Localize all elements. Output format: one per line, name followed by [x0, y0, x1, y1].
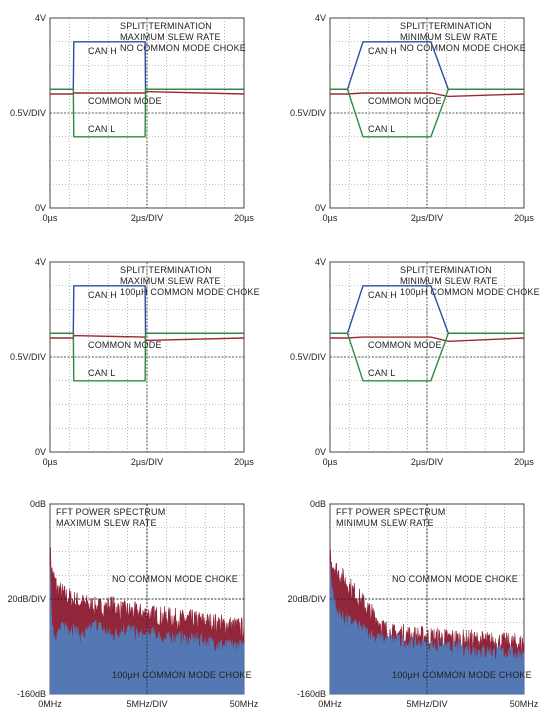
y-top-label: 4V — [315, 13, 326, 23]
x-scale-label: 5MHz/DIV — [126, 699, 167, 709]
can-h-label: CAN H — [368, 46, 397, 56]
can-l-label: CAN L — [368, 124, 396, 134]
x-right-label: 20µs — [514, 457, 534, 467]
common-mode-label: COMMON MODE — [88, 340, 162, 350]
common-mode-label: COMMON MODE — [368, 340, 442, 350]
x-left-label: 0µs — [43, 457, 58, 467]
can-h-label: CAN H — [88, 290, 117, 300]
chart-title-line: MINIMUM SLEW RATE — [336, 518, 434, 528]
y-bottom-label: 0V — [35, 203, 46, 213]
y-bottom-label: 0V — [315, 203, 326, 213]
x-left-label: 0MHz — [38, 699, 62, 709]
series-line-common-mode — [330, 92, 525, 98]
chart-title-line: FFT POWER SPECTRUM — [336, 507, 445, 517]
chart-title-line: MINIMUM SLEW RATE — [400, 276, 498, 286]
common-mode-label: COMMON MODE — [368, 96, 442, 106]
chart-title-line: MAXIMUM SLEW RATE — [120, 276, 221, 286]
with-choke-label: 100µH COMMON MODE CHOKE — [392, 670, 532, 680]
y-scale-label: 0.5V/DIV — [290, 108, 326, 118]
can-l-label: CAN L — [88, 368, 116, 378]
x-left-label: 0MHz — [318, 699, 342, 709]
spectrum-with-choke — [329, 563, 525, 695]
chart-title-line: SPLIT TERMINATION — [120, 265, 212, 275]
x-scale-label: 2µs/DIV — [411, 213, 443, 223]
y-top-label: 4V — [35, 13, 46, 23]
y-scale-label: 0.5V/DIV — [290, 352, 326, 362]
y-bottom-label: 0V — [315, 447, 326, 457]
series-line-can-l — [50, 332, 244, 382]
chart-title-line: SPLIT TERMINATION — [400, 265, 492, 275]
chart-title-line: MAXIMUM SLEW RATE — [56, 518, 157, 528]
y-top-label: 0dB — [310, 499, 326, 509]
y-scale-label: 0.5V/DIV — [10, 108, 46, 118]
x-scale-label: 5MHz/DIV — [406, 699, 447, 709]
series-line-common-mode — [330, 336, 525, 343]
series-line-common-mode — [50, 90, 245, 95]
chart-title-line: 100µH COMMON MODE CHOKE — [120, 287, 260, 297]
can-l-label: CAN L — [88, 124, 116, 134]
chart-title-line: NO COMMON MODE CHOKE — [120, 43, 246, 53]
can-h-label: CAN H — [88, 46, 117, 56]
x-right-label: 20µs — [234, 457, 254, 467]
x-right-label: 50MHz — [510, 699, 539, 709]
y-bottom-label: 0V — [35, 447, 46, 457]
chart-title-line: SPLIT TERMINATION — [120, 21, 212, 31]
y-top-label: 0dB — [30, 499, 46, 509]
x-left-label: 0µs — [43, 213, 58, 223]
chart-title-line: NO COMMON MODE CHOKE — [400, 43, 526, 53]
common-mode-label: COMMON MODE — [88, 96, 162, 106]
x-scale-label: 2µs/DIV — [131, 213, 163, 223]
x-right-label: 20µs — [514, 213, 534, 223]
x-right-label: 20µs — [234, 213, 254, 223]
can-h-label: CAN H — [368, 290, 397, 300]
series-line-common-mode — [50, 334, 245, 342]
y-top-label: 4V — [35, 257, 46, 267]
chart-title-line: FFT POWER SPECTRUM — [56, 507, 165, 517]
no-choke-label: NO COMMON MODE CHOKE — [392, 574, 518, 584]
y-bottom-label: -160dB — [297, 689, 326, 699]
series-line-can-l — [50, 88, 244, 138]
chart-title-line: MINIMUM SLEW RATE — [400, 32, 498, 42]
x-scale-label: 2µs/DIV — [131, 457, 163, 467]
y-scale-label: 0.5V/DIV — [10, 352, 46, 362]
can-l-label: CAN L — [368, 368, 396, 378]
series-line-can-l — [330, 332, 524, 382]
y-top-label: 4V — [315, 257, 326, 267]
x-right-label: 50MHz — [230, 699, 259, 709]
y-scale-label: 20dB/DIV — [287, 594, 326, 604]
chart-title-line: SPLIT TERMINATION — [400, 21, 492, 31]
no-choke-label: NO COMMON MODE CHOKE — [112, 574, 238, 584]
series-line-can-l — [330, 88, 524, 138]
y-scale-label: 20dB/DIV — [7, 594, 46, 604]
x-scale-label: 2µs/DIV — [411, 457, 443, 467]
chart-title-line: 100µH COMMON MODE CHOKE — [400, 287, 540, 297]
x-left-label: 0µs — [323, 457, 338, 467]
x-left-label: 0µs — [323, 213, 338, 223]
y-bottom-label: -160dB — [17, 689, 46, 699]
with-choke-label: 100µH COMMON MODE CHOKE — [112, 670, 252, 680]
chart-title-line: MAXIMUM SLEW RATE — [120, 32, 221, 42]
